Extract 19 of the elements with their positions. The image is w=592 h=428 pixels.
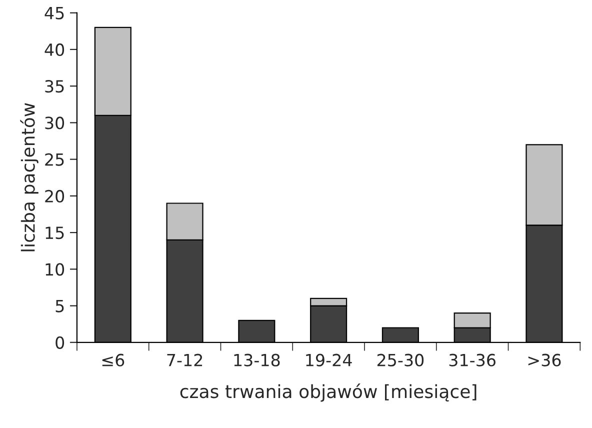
x-axis-title: czas trwania objawów [miesiące] <box>180 384 476 402</box>
y-tick-label: 30 <box>45 116 64 130</box>
x-tick-label: 19-24 <box>306 354 352 366</box>
y-tick-label: 15 <box>46 226 64 240</box>
x-tick-label: 7-12 <box>167 354 202 366</box>
y-tick-label: 40 <box>44 43 64 56</box>
x-tick-label: 13-18 <box>234 354 280 366</box>
x-tick-label: 31-36 <box>449 354 496 366</box>
y-tick-label: 0 <box>56 336 64 349</box>
y-tick-label: 45 <box>44 7 64 20</box>
y-tick-label: 25 <box>45 153 64 166</box>
y-tick-label: 20 <box>45 190 64 202</box>
y-tick-label: 5 <box>56 300 64 312</box>
y-axis-title: liczba pacjentów <box>20 103 38 252</box>
x-tick-label: 25-30 <box>377 354 424 366</box>
x-tick-label: >36 <box>528 354 561 366</box>
y-tick-label: 35 <box>45 80 64 93</box>
x-tick-label: ≤6 <box>102 354 124 366</box>
y-tick-label: 10 <box>46 263 64 276</box>
